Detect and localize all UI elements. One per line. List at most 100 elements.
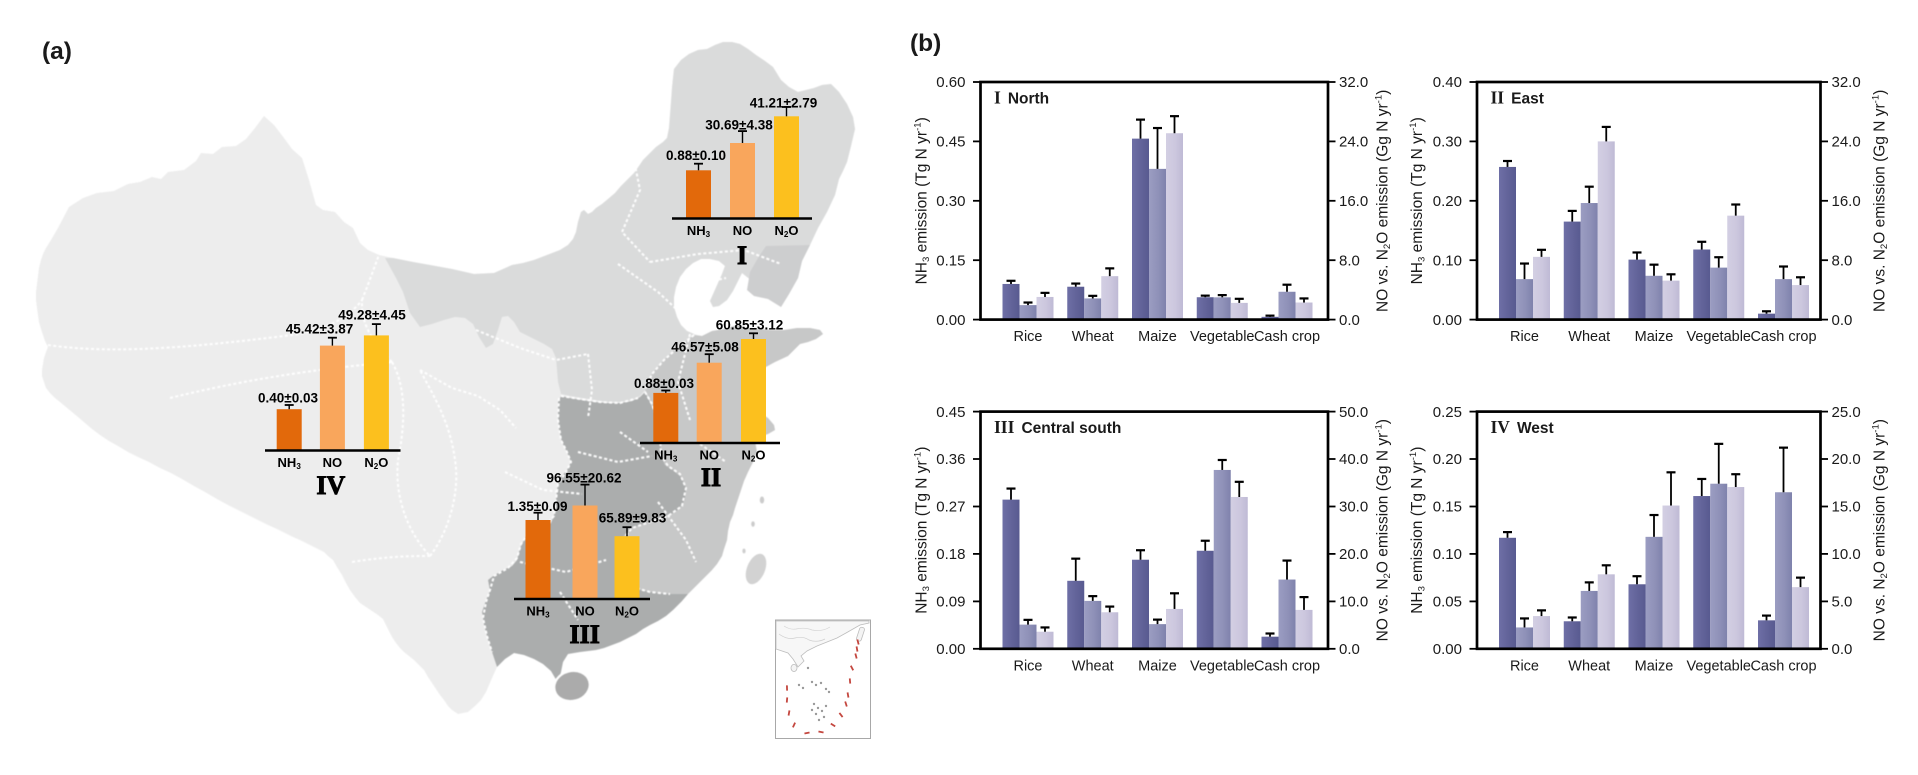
svg-text:0.20: 0.20 (1433, 193, 1462, 210)
svg-text:16.0: 16.0 (1339, 193, 1368, 210)
svg-text:8.0: 8.0 (1339, 252, 1360, 269)
svg-text:0.00: 0.00 (1433, 312, 1462, 329)
svg-text:N2O: N2O (774, 223, 798, 239)
svg-text:41.21±2.79: 41.21±2.79 (750, 96, 817, 111)
svg-text:Wheat: Wheat (1072, 658, 1114, 674)
svg-text:NH3: NH3 (654, 448, 678, 464)
svg-text:I: I (737, 241, 747, 270)
svg-text:N2O: N2O (615, 604, 639, 620)
svg-text:NH3: NH3 (278, 455, 302, 471)
svg-text:NH3 emission (Tg N yr-1): NH3 emission (Tg N yr-1) (1408, 117, 1428, 284)
svg-text:8.0: 8.0 (1832, 252, 1853, 269)
svg-text:24.0: 24.0 (1339, 134, 1368, 151)
svg-text:Vegetable: Vegetable (1686, 658, 1751, 674)
svg-text:0.27: 0.27 (936, 499, 965, 516)
svg-text:0.60: 0.60 (936, 74, 965, 91)
svg-text:Rice: Rice (1013, 658, 1042, 674)
svg-text:III: III (570, 620, 600, 649)
svg-text:45.42±3.87: 45.42±3.87 (286, 322, 353, 337)
svg-text:40.0: 40.0 (1339, 451, 1368, 468)
svg-text:0.45: 0.45 (936, 404, 965, 421)
svg-text:0.10: 0.10 (1433, 252, 1462, 269)
svg-text:NO vs. N2O emission (Gg N yr-1: NO vs. N2O emission (Gg N yr-1) (1373, 90, 1393, 312)
svg-text:25.0: 25.0 (1832, 404, 1861, 421)
svg-text:30.69±4.38: 30.69±4.38 (705, 118, 773, 133)
svg-text:50.0: 50.0 (1339, 404, 1368, 421)
svg-text:5.0: 5.0 (1832, 594, 1853, 611)
svg-text:0.10: 0.10 (1433, 546, 1462, 563)
svg-text:0.0: 0.0 (1832, 312, 1853, 329)
svg-text:0.30: 0.30 (936, 193, 965, 210)
svg-text:1.35±0.09: 1.35±0.09 (508, 499, 568, 514)
svg-text:0.20: 0.20 (1433, 451, 1462, 468)
svg-text:Cash crop: Cash crop (1254, 329, 1320, 345)
svg-text:Maize: Maize (1138, 658, 1177, 674)
svg-text:Rice: Rice (1510, 658, 1539, 674)
svg-text:0.0: 0.0 (1339, 641, 1360, 658)
svg-text:Rice: Rice (1013, 329, 1042, 345)
svg-text:Maize: Maize (1138, 329, 1177, 345)
svg-text:10.0: 10.0 (1339, 594, 1368, 611)
svg-text:Wheat: Wheat (1568, 658, 1610, 674)
svg-text:Wheat: Wheat (1568, 329, 1610, 345)
svg-text:Vegetable: Vegetable (1190, 658, 1255, 674)
svg-text:Maize: Maize (1635, 658, 1674, 674)
svg-text:Cash crop: Cash crop (1254, 658, 1320, 674)
svg-text:NH3 emission (Tg N yr-1): NH3 emission (Tg N yr-1) (1408, 447, 1428, 614)
svg-text:24.0: 24.0 (1832, 134, 1861, 151)
svg-text:96.55±20.62: 96.55±20.62 (547, 471, 622, 486)
svg-text:0.36: 0.36 (936, 451, 965, 468)
svg-text:Maize: Maize (1635, 329, 1674, 345)
svg-text:N2O: N2O (741, 448, 765, 464)
svg-text:20.0: 20.0 (1339, 546, 1368, 563)
svg-text:0.18: 0.18 (936, 546, 965, 563)
svg-text:NO vs. N2O emission (Gg N yr-1: NO vs. N2O emission (Gg N yr-1) (1870, 90, 1890, 312)
svg-text:0.40±0.03: 0.40±0.03 (258, 391, 318, 406)
svg-text:NO: NO (733, 223, 753, 238)
svg-text:0.15: 0.15 (1433, 499, 1462, 516)
svg-text:32.0: 32.0 (1832, 74, 1861, 91)
svg-text:60.85±3.12: 60.85±3.12 (716, 318, 783, 333)
svg-text:65.89±9.83: 65.89±9.83 (599, 510, 667, 525)
svg-text:15.0: 15.0 (1832, 499, 1861, 516)
svg-text:49.28±4.45: 49.28±4.45 (338, 307, 406, 322)
svg-text:NO: NO (323, 455, 343, 470)
svg-text:NO: NO (699, 448, 719, 463)
svg-text:0.88±0.10: 0.88±0.10 (666, 148, 726, 163)
svg-text:30.0: 30.0 (1339, 499, 1368, 516)
svg-text:0.45: 0.45 (936, 134, 965, 151)
svg-text:0.30: 0.30 (1433, 134, 1462, 151)
svg-text:0.00: 0.00 (936, 312, 965, 329)
svg-text:NH3 emission (Tg N yr-1): NH3 emission (Tg N yr-1) (912, 447, 932, 614)
svg-text:NH3: NH3 (687, 223, 711, 239)
svg-text:IV: IV (316, 471, 345, 500)
svg-text:0.88±0.03: 0.88±0.03 (634, 376, 694, 391)
svg-text:II: II (701, 463, 721, 492)
svg-text:N2O: N2O (364, 455, 388, 471)
svg-text:NH3 emission (Tg N yr-1): NH3 emission (Tg N yr-1) (912, 117, 932, 284)
svg-text:Cash crop: Cash crop (1750, 658, 1816, 674)
svg-text:16.0: 16.0 (1832, 193, 1861, 210)
svg-text:0.15: 0.15 (936, 252, 965, 269)
svg-text:0.40: 0.40 (1433, 74, 1462, 91)
svg-text:0.05: 0.05 (1433, 594, 1462, 611)
svg-text:NH3: NH3 (526, 604, 550, 620)
svg-text:NO vs. N2O emission (Gg N yr-1: NO vs. N2O emission (Gg N yr-1) (1373, 419, 1393, 641)
svg-text:Cash crop: Cash crop (1750, 329, 1816, 345)
svg-text:Vegetable: Vegetable (1686, 329, 1751, 345)
svg-text:Rice: Rice (1510, 329, 1539, 345)
svg-text:0.00: 0.00 (1433, 641, 1462, 658)
svg-text:0.0: 0.0 (1339, 312, 1360, 329)
svg-text:0.00: 0.00 (936, 641, 965, 658)
svg-text:20.0: 20.0 (1832, 451, 1861, 468)
svg-text:(b): (b) (910, 30, 941, 57)
svg-text:46.57±5.08: 46.57±5.08 (671, 340, 739, 355)
svg-text:0.09: 0.09 (936, 594, 965, 611)
svg-text:NO vs. N2O emission (Gg N yr-1: NO vs. N2O emission (Gg N yr-1) (1870, 419, 1890, 641)
svg-text:Wheat: Wheat (1072, 329, 1114, 345)
svg-text:(a): (a) (42, 38, 72, 65)
